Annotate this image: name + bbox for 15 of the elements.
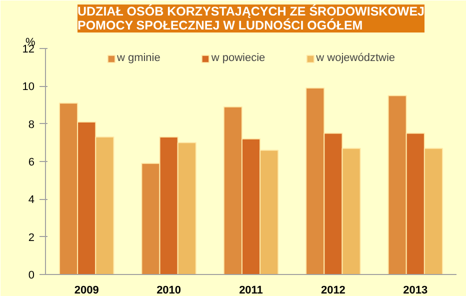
chart-title: UDZIAŁ OSÓB KORZYSTAJĄCYCH ZE ŚRODOWISKOWEJ POMOCY SPOŁECZNEJ W LUDNOŚCI OGÓŁEM [78,4,425,32]
x-tick-label: 2011 [239,284,263,296]
x-tick-label: 2013 [403,284,428,296]
legend-label: w powiecie [211,52,266,64]
y-tick-label: 4 [28,194,35,206]
legend-label: w województwie [316,52,396,64]
legend-label: w gminie [116,52,160,64]
y-tick-label: 0 [28,270,35,282]
y-tick-label: 2 [28,232,35,244]
y-tick-label: 10 [22,81,35,94]
y-tick-label: 8 [28,118,35,131]
y-tick-label: 6 [28,156,35,168]
x-tick-label: 2010 [156,284,182,296]
x-tick-label: 2012 [320,284,346,296]
x-tick-label: 2009 [74,284,99,296]
